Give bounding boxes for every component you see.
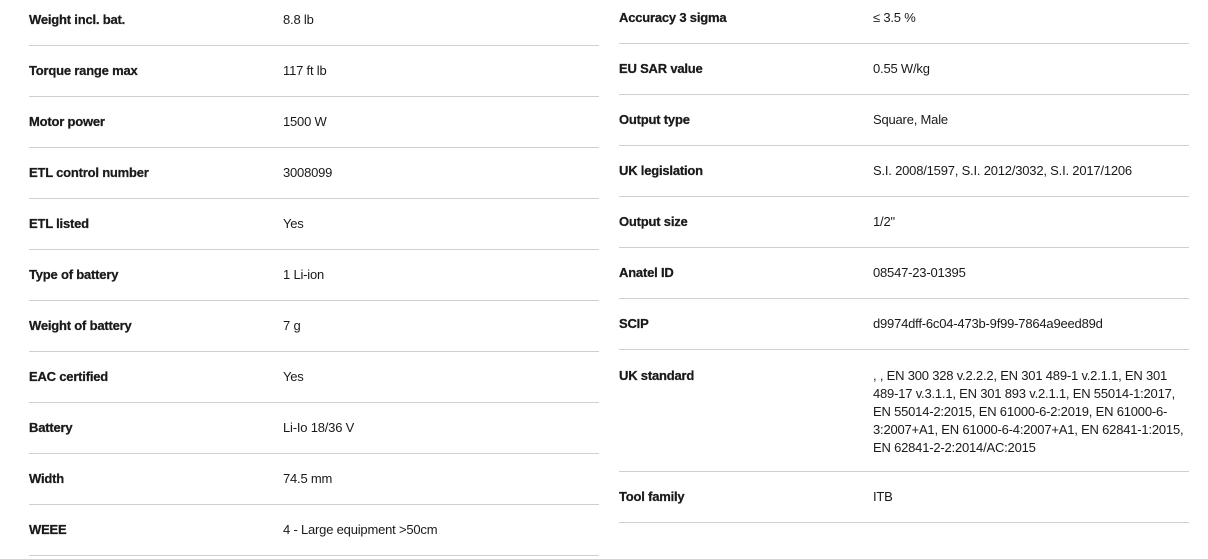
spec-value: 3008099 xyxy=(283,165,333,180)
spec-row: SCIP d9974dff-6c04-473b-9f99-7864a9eed89d xyxy=(619,299,1189,350)
spec-row: Torque range max 117 ft lb xyxy=(29,46,599,97)
spec-value: 0.55 W/kg xyxy=(873,61,930,76)
spec-label: ETL listed xyxy=(29,216,89,231)
spec-label: Output size xyxy=(619,214,688,229)
spec-value: Li-Io 18/36 V xyxy=(283,420,355,435)
spec-row: Output size 1/2" xyxy=(619,197,1189,248)
spec-row: Battery Li-Io 18/36 V xyxy=(29,403,599,454)
spec-value: Square, Male xyxy=(873,112,948,127)
spec-row: Accuracy 3 sigma ≤ 3.5 % xyxy=(619,0,1189,44)
spec-row: EU SAR value 0.55 W/kg xyxy=(619,44,1189,95)
spec-row: ETL listed Yes xyxy=(29,199,599,250)
spec-label: Width xyxy=(29,471,64,486)
spec-row: Weight of battery 7 g xyxy=(29,301,599,352)
spec-label: Tool family xyxy=(619,489,685,504)
spec-row: Tool family ITB xyxy=(619,472,1189,523)
spec-row: Weight incl. bat. 8.8 lb xyxy=(29,0,599,46)
spec-table-right: Accuracy 3 sigma ≤ 3.5 % EU SAR value 0.55 … xyxy=(619,0,1189,523)
spec-label: Battery xyxy=(29,420,73,435)
spec-value: 4 - Large equipment >50cm xyxy=(283,522,438,537)
spec-label: ETL control number xyxy=(29,165,149,180)
spec-label: EAC certified xyxy=(29,369,109,384)
spec-value: 08547-23-01395 xyxy=(873,265,966,280)
spec-value: , , EN 300 328 v.2.2.2, EN 301 489-1 v.2… xyxy=(873,368,1184,455)
spec-row: Motor power 1500 W xyxy=(29,97,599,148)
spec-label: UK legislation xyxy=(619,163,703,178)
spec-value: 1/2" xyxy=(873,214,895,229)
spec-value: 1 Li-ion xyxy=(283,267,325,282)
spec-label: Weight of battery xyxy=(29,318,132,333)
spec-value: Yes xyxy=(283,369,304,384)
spec-label: Output type xyxy=(619,112,690,127)
spec-value: 8.8 lb xyxy=(283,12,314,27)
spec-table-left: Weight incl. bat. 8.8 lb Torque range max 1… xyxy=(29,0,599,556)
spec-label: Accuracy 3 sigma xyxy=(619,10,727,25)
spec-value: 1500 W xyxy=(283,114,327,129)
spec-label: Torque range max xyxy=(29,63,138,78)
spec-label: UK standard xyxy=(619,368,695,383)
spec-row: ETL control number 3008099 xyxy=(29,148,599,199)
spec-value: d9974dff-6c04-473b-9f99-7864a9eed89d xyxy=(873,316,1103,331)
spec-value: 74.5 mm xyxy=(283,471,333,486)
spec-value: Yes xyxy=(283,216,304,231)
spec-label: Type of battery xyxy=(29,267,119,282)
spec-row: UK legislation S.I. 2008/1597, S.I. 2012/… xyxy=(619,146,1189,197)
spec-row: UK standard , , EN 300 328 v.2.2.2, EN 30… xyxy=(619,350,1189,472)
spec-value: ≤ 3.5 % xyxy=(873,10,916,25)
spec-row: WEEE 4 - Large equipment >50cm xyxy=(29,505,599,556)
spec-row: Anatel ID 08547-23-01395 xyxy=(619,248,1189,299)
spec-label: Motor power xyxy=(29,114,105,129)
spec-value: S.I. 2008/1597, S.I. 2012/3032, S.I. 201… xyxy=(873,163,1132,178)
spec-row: Output type Square, Male xyxy=(619,95,1189,146)
spec-value: ITB xyxy=(873,489,893,504)
spec-label: WEEE xyxy=(29,522,67,537)
spec-label: SCIP xyxy=(619,316,649,331)
spec-row: Width 74.5 mm xyxy=(29,454,599,505)
spec-value: 7 g xyxy=(283,318,301,333)
spec-label: Anatel ID xyxy=(619,265,674,280)
spec-label: EU SAR value xyxy=(619,61,703,76)
spec-value: 117 ft lb xyxy=(283,63,327,78)
spec-row: Type of battery 1 Li-ion xyxy=(29,250,599,301)
spec-label: Weight incl. bat. xyxy=(29,12,126,27)
spec-row: EAC certified Yes xyxy=(29,352,599,403)
